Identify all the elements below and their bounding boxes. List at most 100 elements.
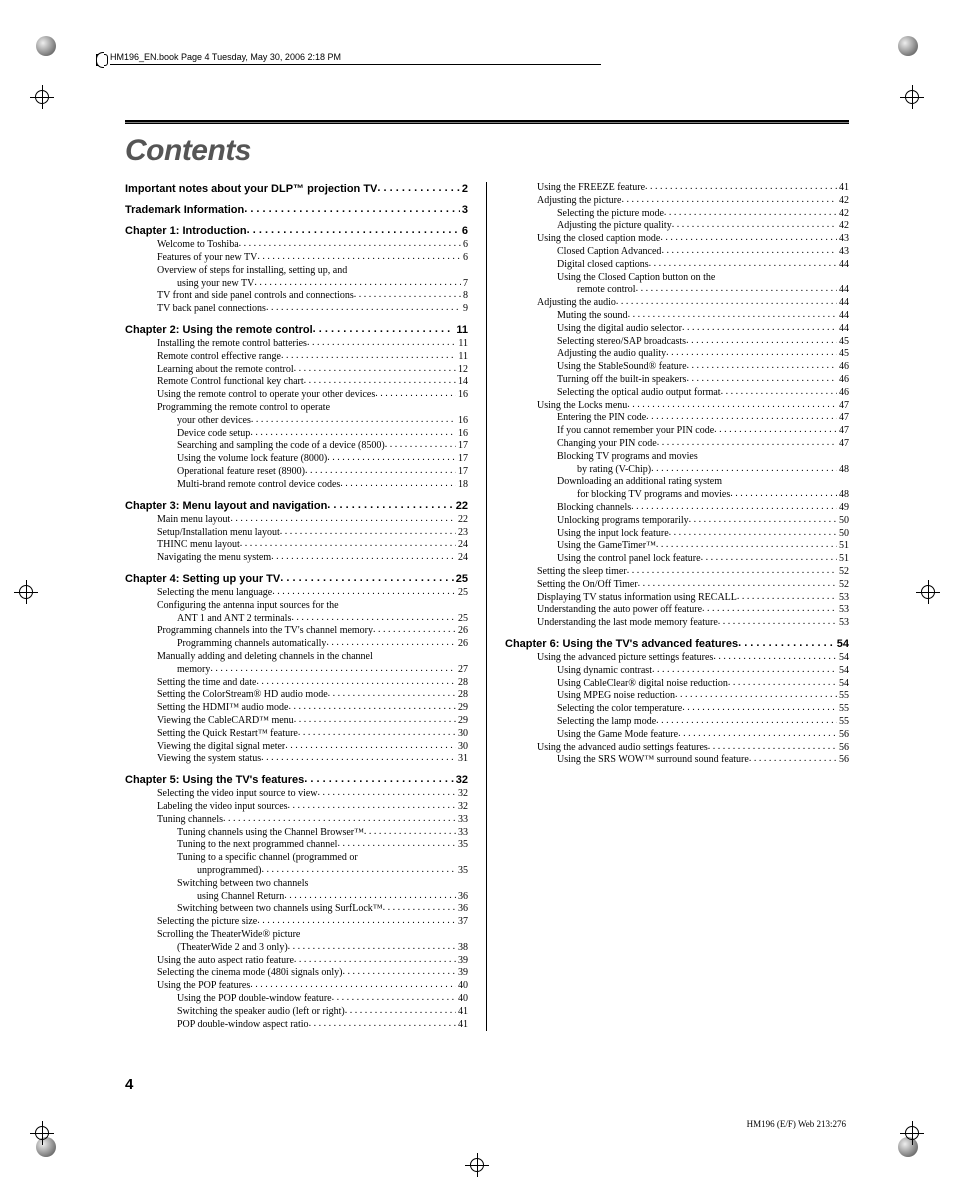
toc-entry-page: 48 xyxy=(837,489,849,502)
toc-entry-page: 44 xyxy=(837,323,849,336)
toc-entry-page: 47 xyxy=(837,400,849,413)
toc-entry: Viewing the system status31 xyxy=(125,753,468,766)
toc-entry-page: 55 xyxy=(837,690,849,703)
toc-leader-dots xyxy=(713,651,837,664)
toc-entry-label: Adjusting the audio xyxy=(537,297,616,310)
toc-entry-label: (TheaterWide 2 and 3 only) xyxy=(177,942,288,955)
toc-entry-label: Important notes about your DLP™ projecti… xyxy=(125,182,377,196)
toc-entry-page: 16 xyxy=(456,415,468,428)
toc-entry-label: Using the POP double-window feature xyxy=(177,993,332,1006)
toc-entry-label: Using MPEG noise reduction xyxy=(557,690,675,703)
toc-entry: Programming channels automatically 26 xyxy=(125,638,468,651)
toc-leader-dots xyxy=(327,452,456,465)
toc-leader-dots xyxy=(686,335,837,348)
toc-leader-dots xyxy=(656,715,837,728)
toc-entry-label: Using the auto aspect ratio feature xyxy=(157,955,294,968)
toc-entry-label: Using the digital audio selector xyxy=(557,323,682,336)
toc-entry-page: 32 xyxy=(456,801,468,814)
toc-entry-label: Chapter 3: Menu layout and navigation xyxy=(125,499,327,513)
title-rule xyxy=(125,120,849,124)
toc-leader-dots xyxy=(375,388,456,401)
toc-entry-page: 55 xyxy=(837,703,849,716)
toc-leader-dots xyxy=(678,728,837,741)
toc-leader-dots xyxy=(340,478,456,491)
toc-entry-page: 37 xyxy=(456,916,468,929)
toc-leader-dots xyxy=(254,277,461,290)
toc-entry-label: Programming channels automatically xyxy=(177,638,326,651)
toc-entry-page: 44 xyxy=(837,284,849,297)
toc-entry: Chapter 5: Using the TV's features32 xyxy=(125,773,468,787)
toc-entry-page: 3 xyxy=(460,203,468,217)
toc-left-column: Important notes about your DLP™ projecti… xyxy=(125,182,487,1031)
toc-entry-page: 50 xyxy=(837,528,849,541)
toc-entry-page: 47 xyxy=(837,438,849,451)
toc-entry-page: 16 xyxy=(456,428,468,441)
crop-mark xyxy=(465,1153,489,1177)
toc-leader-dots xyxy=(730,488,837,501)
toc-entry-page: 22 xyxy=(454,499,468,513)
toc-leader-dots xyxy=(702,603,837,616)
toc-entry-page: 32 xyxy=(456,788,468,801)
toc-entry-page: 31 xyxy=(456,753,468,766)
toc-entry-label: Device code setup xyxy=(177,428,250,441)
toc-leader-dots xyxy=(728,677,837,690)
toc-leader-dots xyxy=(373,624,456,637)
toc-entry-page: 30 xyxy=(456,728,468,741)
toc-entry-page: 7 xyxy=(461,278,468,291)
toc-entry-page: 56 xyxy=(837,754,849,767)
toc-entry-label: Using the Game Mode feature xyxy=(557,729,678,742)
toc-leader-dots xyxy=(247,223,460,237)
toc-entry-label: Changing your PIN code xyxy=(557,438,657,451)
toc-entry-label: Setting the On/Off Timer xyxy=(537,579,638,592)
toc-leader-dots xyxy=(285,740,456,753)
toc-entry: Chapter 1: Introduction6 xyxy=(125,224,468,238)
toc-leader-dots xyxy=(737,591,837,604)
toc-entry: Important notes about your DLP™ projecti… xyxy=(125,182,468,196)
toc-leader-dots xyxy=(313,322,455,336)
toc-entry-label: Adjusting the picture quality xyxy=(557,220,672,233)
toc-entry-label: using Channel Return xyxy=(197,891,284,904)
toc-entry-label: Using the closed caption mode xyxy=(537,233,660,246)
toc-entry-page: 43 xyxy=(837,233,849,246)
toc-entry-page: 45 xyxy=(837,348,849,361)
toc-entry-page: 25 xyxy=(456,587,468,600)
toc-entry-label: memory xyxy=(177,664,210,677)
toc-entry-page: 54 xyxy=(837,678,849,691)
toc-entry-page: 11 xyxy=(456,351,468,364)
toc-columns: Important notes about your DLP™ projecti… xyxy=(125,182,849,1031)
toc-leader-dots xyxy=(749,753,837,766)
toc-leader-dots xyxy=(304,375,456,388)
toc-leader-dots xyxy=(657,437,837,450)
toc-leader-dots xyxy=(660,232,837,245)
toc-leader-dots xyxy=(271,551,456,564)
corner-ornament xyxy=(898,36,918,56)
toc-entry: Multi-brand remote control device codes1… xyxy=(125,479,468,492)
toc-entry-page: 38 xyxy=(456,942,468,955)
page-number: 4 xyxy=(125,1076,133,1093)
toc-leader-dots xyxy=(210,663,456,676)
toc-leader-dots xyxy=(664,207,837,220)
toc-leader-dots xyxy=(616,296,837,309)
toc-leader-dots xyxy=(239,238,461,251)
toc-entry-page: 11 xyxy=(456,338,468,351)
toc-entry-page: 28 xyxy=(456,689,468,702)
toc-leader-dots xyxy=(294,954,456,967)
toc-entry-label: Using dynamic contrast xyxy=(557,665,652,678)
toc-right-column: Using the FREEZE feature41Adjusting the … xyxy=(487,182,849,1031)
toc-entry-label: Setting the Quick Restart™ feature xyxy=(157,728,298,741)
toc-entry-label: Using the advanced audio settings featur… xyxy=(537,742,708,755)
toc-leader-dots xyxy=(284,890,456,903)
toc-leader-dots xyxy=(251,414,456,427)
toc-leader-dots xyxy=(672,219,837,232)
toc-entry: by rating (V-Chip)48 xyxy=(505,464,849,477)
toc-entry-label: Remote Control functional key chart xyxy=(157,376,304,389)
toc-leader-dots xyxy=(652,664,837,677)
toc-entry-page: 26 xyxy=(456,638,468,651)
toc-entry-page: 50 xyxy=(837,515,849,528)
toc-entry-page: 43 xyxy=(837,246,849,259)
toc-entry-label: Using the SRS WOW™ surround sound featur… xyxy=(557,754,749,767)
toc-entry-page: 39 xyxy=(456,955,468,968)
toc-entry-label: Navigating the menu system xyxy=(157,552,271,565)
toc-entry-page: 52 xyxy=(837,579,849,592)
toc-entry-page: 53 xyxy=(837,592,849,605)
